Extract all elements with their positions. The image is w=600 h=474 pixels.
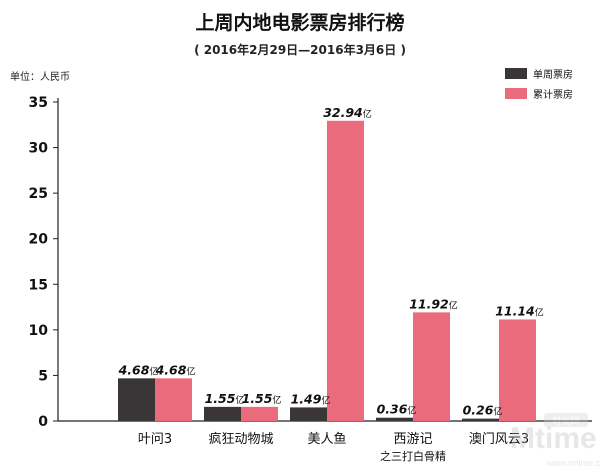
data-label-unit: 亿 [407,405,416,417]
bar-cumulative [155,378,192,421]
data-label: 0.26亿 [463,403,503,418]
y-tick-label: 30 [29,141,49,157]
bar-cumulative [413,312,450,421]
bars [118,120,536,422]
category-label: 叶问3 [138,432,172,447]
data-label-unit: 亿 [363,108,372,120]
bar-cumulative [499,319,536,421]
bar-weekly [204,406,241,421]
data-label: 11.92亿 [409,296,458,311]
data-label-unit: 亿 [235,394,244,406]
data-label-unit: 亿 [149,365,158,377]
data-label: 1.55亿 [242,391,282,406]
unit-label: 单位：人民币 [10,70,70,83]
bar-cumulative [327,120,364,422]
y-tick-label: 25 [29,186,48,202]
bar-cumulative [241,406,278,421]
category-label: 疯狂动物城 [208,431,273,447]
category-label: 美人鱼 [307,431,346,447]
data-label-unit: 亿 [493,406,502,418]
category-label: 澳门风云3 [469,431,529,447]
chart-subtitle: ( 2016年2月29日—2016年3月6日 ) [194,42,406,57]
data-label: 32.94亿 [323,105,372,120]
legend-label: 单周票房 [533,68,573,81]
legend-swatch [505,68,527,79]
legend-swatch [505,88,527,99]
y-tick-label: 5 [38,368,48,384]
category-label: 西游记 [393,432,432,447]
watermark-badge: 时光网 [552,415,579,427]
bar-weekly [118,378,155,421]
y-tick-label: 0 [38,414,48,430]
data-label-unit: 亿 [321,394,330,406]
data-label: 0.36亿 [377,402,417,417]
watermark-logo: Mtime [510,422,597,455]
data-label: 1.49亿 [291,391,331,406]
y-tick-label: 10 [29,323,49,339]
data-label-unit: 亿 [535,306,544,318]
bar-weekly [376,417,413,421]
data-label: 4.68亿 [118,362,159,377]
watermark: Mtime 时光网 www.mtime.com [510,413,600,468]
data-label: 1.55亿 [205,391,245,406]
data-label: 4.68亿 [155,362,196,377]
watermark-url: www.mtime.com [546,458,600,468]
category-sublabel: 之三打白骨精 [380,449,446,463]
y-tick-label: 20 [29,232,49,248]
watermark-badge-bg [544,413,588,427]
y-tick-label: 35 [29,95,48,111]
data-label-unit: 亿 [272,394,281,406]
y-tick-label: 15 [29,277,48,293]
bar-weekly [462,418,499,421]
bar-weekly [290,407,327,421]
data-label: 11.14亿 [495,303,544,318]
data-label-unit: 亿 [449,299,458,311]
legend-label: 累计票房 [533,88,573,101]
chart-title: 上周内地电影票房排行榜 [195,11,404,34]
data-label-unit: 亿 [186,365,195,377]
